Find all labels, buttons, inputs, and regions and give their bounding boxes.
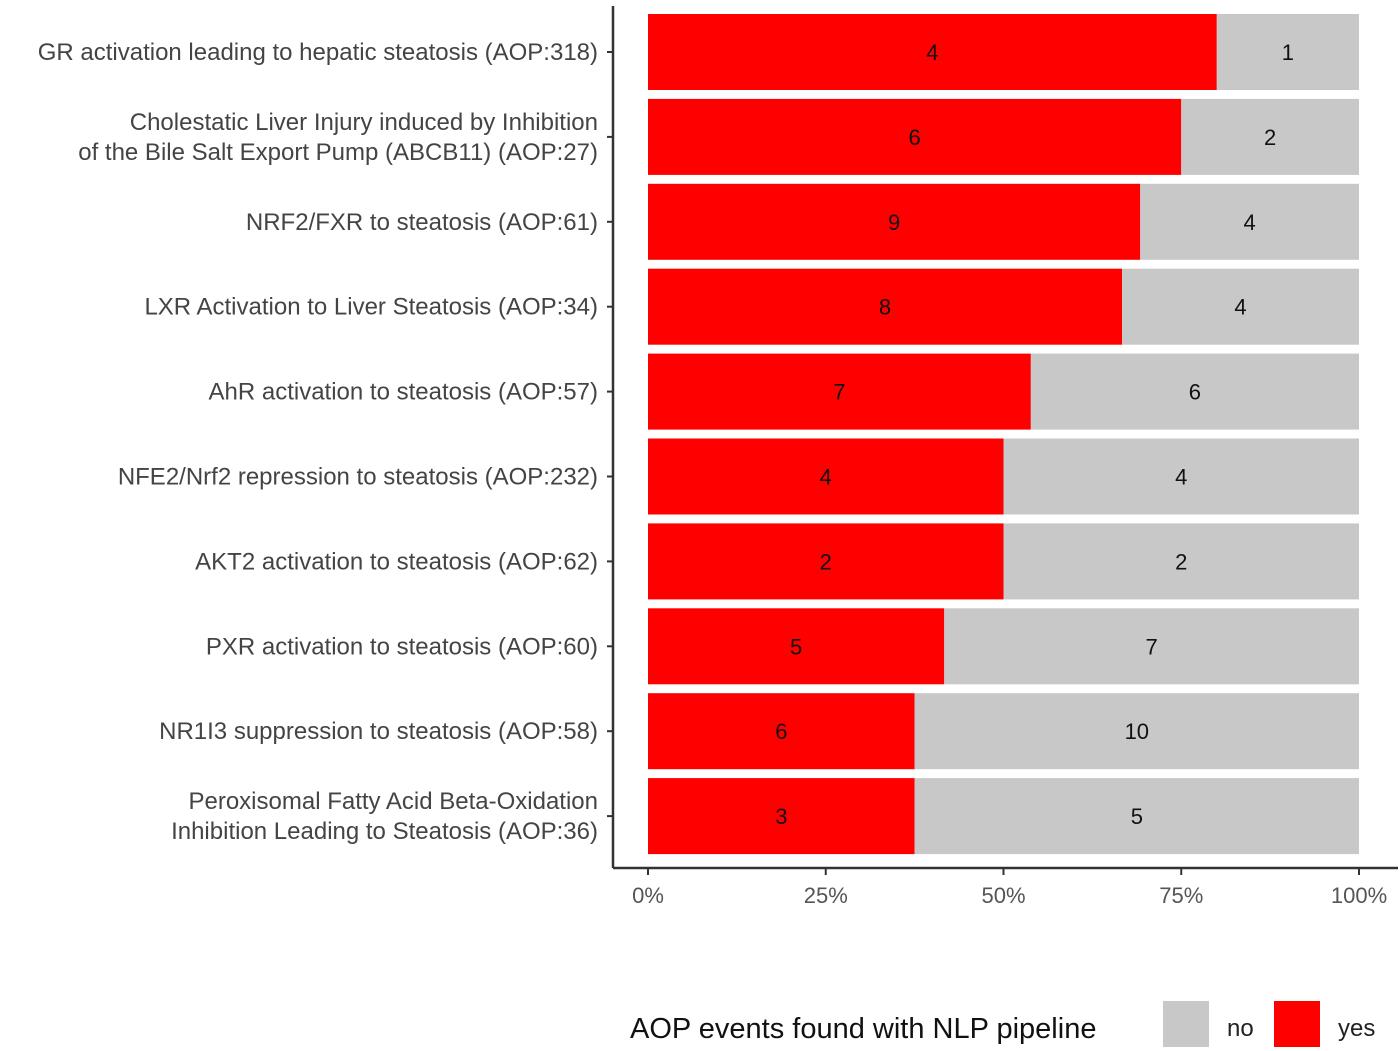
- category-label: NFE2/Nrf2 repression to steatosis (AOP:2…: [118, 464, 598, 491]
- legend-title: AOP events found with NLP pipeline: [630, 1013, 1096, 1045]
- category-label: AhR activation to steatosis (AOP:57): [208, 379, 598, 406]
- legend-label-no: no: [1227, 1015, 1254, 1042]
- data-label-yes: 5: [790, 634, 802, 659]
- category-label: LXR Activation to Liver Steatosis (AOP:3…: [144, 294, 598, 321]
- data-label-no: 2: [1264, 125, 1276, 150]
- bar-yes: [648, 693, 915, 770]
- data-label-no: 10: [1125, 719, 1149, 744]
- data-label-yes: 6: [909, 125, 921, 150]
- bar-yes: [648, 98, 1182, 175]
- legend: AOP events found with NLP pipeline no yes: [630, 1001, 1375, 1047]
- bar-no: [1003, 438, 1359, 515]
- data-label-yes: 2: [820, 549, 832, 574]
- category-label: Cholestatic Liver Injury induced by Inhi…: [78, 109, 598, 166]
- legend-key-yes: [1274, 1001, 1320, 1047]
- legend-label-yes: yes: [1338, 1015, 1375, 1042]
- data-label-yes: 7: [833, 380, 845, 405]
- x-tick-label: 0%: [632, 883, 664, 908]
- data-labels-layer: 4 1 6 2 9 4 8 4 7 6 4 4 2 2 5 7 6 10 3 5: [775, 40, 1294, 829]
- x-axis: 0% 25% 50% 75% 100%: [613, 866, 1398, 908]
- x-tick-label: 100%: [1331, 883, 1387, 908]
- category-label: GR activation leading to hepatic steatos…: [38, 39, 598, 66]
- bar-yes: [648, 353, 1031, 430]
- category-label: Peroxisomal Fatty Acid Beta-Oxidation Inh…: [171, 788, 598, 845]
- category-label: NR1I3 suppression to steatosis (AOP:58): [159, 718, 598, 745]
- bar-no: [1181, 98, 1359, 175]
- bar-yes: [648, 523, 1004, 600]
- data-label-no: 7: [1146, 634, 1158, 659]
- bar-no: [1216, 14, 1359, 90]
- legend-key-no: [1163, 1001, 1209, 1047]
- x-tick-label: 50%: [981, 883, 1025, 908]
- data-label-no: 4: [1243, 210, 1255, 235]
- data-label-no: 4: [1234, 295, 1246, 320]
- data-label-yes: 6: [775, 719, 787, 744]
- bar-no: [1030, 353, 1359, 430]
- bar-no: [1122, 268, 1359, 345]
- data-label-yes: 4: [926, 40, 938, 65]
- category-label: AKT2 activation to steatosis (AOP:62): [195, 548, 598, 575]
- bar-yes: [648, 183, 1141, 260]
- data-label-yes: 3: [775, 804, 787, 829]
- bar-yes: [648, 778, 915, 855]
- data-label-no: 1: [1282, 40, 1294, 65]
- data-label-yes: 9: [888, 210, 900, 235]
- bar-no: [1140, 183, 1359, 260]
- data-label-yes: 8: [879, 295, 891, 320]
- bar-yes: [648, 608, 945, 685]
- data-label-no: 2: [1175, 549, 1187, 574]
- bar-no: [914, 693, 1359, 770]
- bars-layer: [648, 14, 1359, 855]
- bar-no: [914, 778, 1359, 855]
- category-label: PXR activation to steatosis (AOP:60): [206, 633, 598, 660]
- data-label-no: 4: [1175, 465, 1187, 490]
- bar-no: [944, 608, 1359, 685]
- x-tick-label: 75%: [1159, 883, 1203, 908]
- data-label-no: 6: [1189, 380, 1201, 405]
- bar-yes: [648, 14, 1217, 90]
- x-tick-label: 25%: [804, 883, 848, 908]
- data-label-no: 5: [1131, 804, 1143, 829]
- bar-yes: [648, 438, 1004, 515]
- bar-no: [1003, 523, 1359, 600]
- data-label-yes: 4: [820, 465, 832, 490]
- bar-yes: [648, 268, 1122, 345]
- category-label: NRF2/FXR to steatosis (AOP:61): [246, 209, 598, 236]
- y-axis: GR activation leading to hepatic steatos…: [38, 6, 615, 868]
